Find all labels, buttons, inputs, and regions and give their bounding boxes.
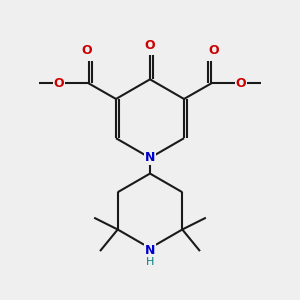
Text: O: O [81, 44, 92, 57]
Text: H: H [146, 257, 154, 267]
Text: O: O [236, 77, 246, 90]
Text: O: O [54, 77, 64, 90]
Text: O: O [208, 44, 219, 57]
Text: N: N [145, 244, 155, 256]
Text: N: N [145, 152, 155, 164]
Text: O: O [145, 40, 155, 52]
